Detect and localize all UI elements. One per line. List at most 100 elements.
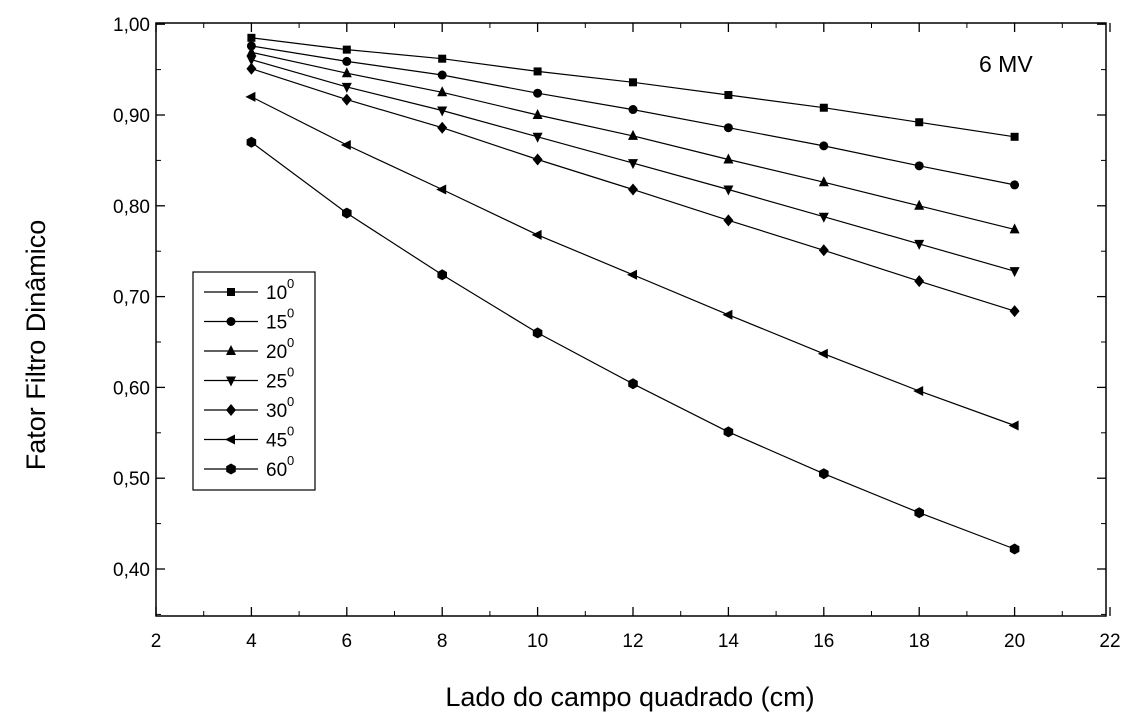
legend-label-sup: 0 [287,306,294,321]
data-point [341,93,352,106]
data-point [532,153,543,166]
legend-item-10: 10 0 [204,276,294,304]
y-axis-title: Fator Filtro Dinâmico [21,220,51,471]
data-point [818,212,829,223]
data-point [437,86,448,97]
x-tick-label: 20 [1004,631,1025,652]
data-point [438,54,447,63]
data-point [342,207,352,219]
legend-label: 45 [266,431,287,452]
data-point [818,176,829,187]
data-point [629,78,637,87]
data-point [437,70,447,80]
data-point [723,214,734,227]
x-tick-label: 12 [622,631,643,652]
data-point [247,33,256,42]
data-point [531,229,542,240]
data-point [628,105,638,115]
legend-marker [225,434,235,445]
legend-label: 25 [266,372,287,393]
series-line [251,141,1015,550]
data-point [1010,180,1020,190]
data-point [1009,543,1020,555]
data-point [437,269,447,281]
y-tick-label: 0,70 [113,288,150,309]
data-point [342,56,352,66]
legend-label-sup: 0 [287,394,294,409]
y-tick-label: 0,40 [113,560,150,581]
data-point [246,62,257,75]
data-point [245,91,256,102]
y-tick-label: 0,80 [113,197,150,218]
legend-item-15: 15 0 [204,306,294,334]
data-point [914,199,925,210]
data-point [914,239,925,250]
x-tick-label: 18 [909,631,930,652]
series-line [251,37,1015,138]
data-point [723,123,733,133]
axis-ticks [155,23,1111,616]
legend-label: 20 [266,342,287,363]
x-tick-label: 14 [718,631,740,652]
data-point [723,426,734,438]
data-point [533,88,543,98]
data-point [1009,267,1020,278]
legend: 10 015 020 025 030 045 060 0 [192,271,316,491]
data-point [437,121,448,134]
data-point [914,161,924,171]
data-point [1010,132,1019,141]
x-tick-label: 4 [246,631,257,652]
legend-marker [226,376,236,387]
data-point [246,136,257,148]
data-point [913,386,924,397]
data-point [627,269,637,280]
data-point [723,153,734,164]
data-point [628,378,638,390]
series-25 [246,55,1020,278]
y-tick-label: 0,50 [113,469,150,490]
legend-label: 10 [266,283,287,304]
x-axis-title: Lado do campo quadrado (cm) [445,682,814,712]
data-point [817,348,828,359]
data-point [914,275,925,288]
y-tick-label: 0,60 [113,378,150,399]
legend-label-sup: 0 [287,424,294,439]
data-point [341,67,352,78]
y-tick-label: 1,00 [113,15,150,36]
series-line [251,96,1015,427]
data-point [1008,420,1019,431]
data-point [819,103,828,112]
legend-item-45: 45 0 [204,424,294,452]
x-tick-label: 10 [527,631,548,652]
data-point [436,184,447,195]
series-30 [246,62,1020,318]
series-60 [246,136,1020,555]
series-15 [246,41,1020,190]
y-tick-label: 0,90 [113,106,150,127]
series-45 [245,91,1019,431]
legend-item-60: 60 0 [204,453,294,481]
legend-marker [226,345,236,355]
data-point [1009,223,1020,234]
data-point [532,327,543,339]
legend-label: 30 [266,401,287,422]
x-tick-label: 6 [342,631,353,652]
legend-marker [226,317,236,326]
data-point [722,309,733,320]
data-point [724,91,733,100]
data-point [819,141,829,151]
data-point [818,244,829,257]
data-point [532,109,543,119]
x-tick-label: 2 [151,631,162,652]
data-point [628,159,638,170]
x-tick-label: 8 [437,631,448,652]
legend-label-sup: 0 [287,276,294,291]
data-point [532,132,543,143]
data-point [819,468,829,480]
data-point [437,106,448,117]
series-20 [246,46,1020,234]
annotation-6mv: 6 MV [979,51,1033,77]
data-point [1009,305,1020,318]
x-tick-label: 22 [1099,631,1120,652]
data-point [915,118,924,127]
